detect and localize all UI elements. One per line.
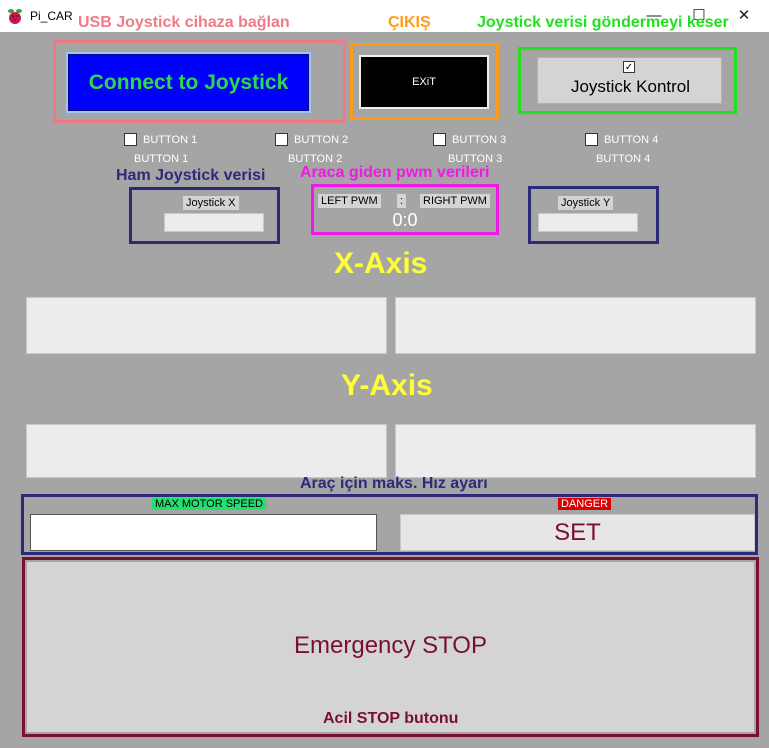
- joystick-x-value: [164, 213, 264, 232]
- annotation-max-speed: Araç için maks. Hız ayarı: [300, 475, 488, 492]
- left-pwm-label: LEFT PWM: [318, 194, 381, 208]
- button3-checkbox-label: BUTTON 3: [452, 134, 507, 146]
- pwm-box: [311, 184, 499, 235]
- annotation-box-connect: [53, 40, 346, 123]
- button1-checkbox[interactable]: [124, 133, 137, 146]
- maximize-button[interactable]: ☐: [692, 7, 706, 24]
- max-speed-input[interactable]: [30, 514, 377, 551]
- button2-checkbox[interactable]: [275, 133, 288, 146]
- button3-checkbox[interactable]: [433, 133, 446, 146]
- minimize-button[interactable]: —: [646, 7, 662, 24]
- annotation-joystick-stop: Joystick verisi göndermeyi keser: [477, 14, 729, 31]
- exit-button[interactable]: EXiT: [359, 55, 489, 109]
- annotation-box-joystick-control: [518, 47, 737, 114]
- y-axis-left-bar: [26, 424, 387, 478]
- emergency-stop-button[interactable]: Emergency STOP: [27, 562, 754, 732]
- button4-checkbox-label: BUTTON 4: [604, 134, 659, 146]
- joystick-y-value: [538, 213, 638, 232]
- connect-joystick-button[interactable]: Connect to Joystick: [66, 52, 311, 113]
- x-axis-right-bar: [395, 297, 756, 354]
- button2-checkbox-label: BUTTON 2: [294, 134, 349, 146]
- speed-box: [21, 494, 758, 555]
- joystick-control-label: Joystick Kontrol: [570, 77, 691, 96]
- pwm-separator: :: [397, 194, 407, 208]
- annotation-pwm-data: Araca giden pwm verileri: [300, 164, 490, 181]
- raspberry-icon: [6, 7, 24, 25]
- window-title: Pi_CAR: [30, 9, 73, 23]
- close-button[interactable]: ✕: [737, 7, 751, 24]
- annotation-raw-data: Ham Joystick verisi: [116, 167, 266, 184]
- joystick-x-box: [129, 187, 280, 244]
- annotation-usb-connect: USB Joystick cihaza bağlan: [78, 14, 290, 31]
- button4-status: BUTTON 4: [596, 153, 651, 165]
- set-button[interactable]: SET: [400, 514, 755, 551]
- button4-checkbox[interactable]: [585, 133, 598, 146]
- title-bar: [0, 0, 769, 32]
- annotation-exit: ÇIKIŞ: [388, 14, 431, 31]
- right-pwm-label: RIGHT PWM: [420, 194, 490, 208]
- joystick-y-label: Joystick Y: [558, 196, 614, 210]
- button3-status: BUTTON 3: [448, 153, 503, 165]
- emergency-box: [22, 557, 759, 737]
- pwm-value: 0:0: [392, 210, 418, 230]
- button1-status: BUTTON 1: [134, 153, 189, 165]
- joystick-control-toggle[interactable]: ✓ Joystick Kontrol: [537, 57, 722, 104]
- button1-checkbox-label: BUTTON 1: [143, 134, 198, 146]
- max-motor-speed-label: MAX MOTOR SPEED: [152, 498, 266, 510]
- x-axis-title: X-Axis: [334, 247, 428, 280]
- annotation-box-exit: [350, 43, 499, 120]
- danger-label: DANGER: [558, 498, 612, 510]
- checkbox-icon[interactable]: ✓: [623, 61, 635, 73]
- button2-status: BUTTON 2: [288, 153, 343, 165]
- y-axis-title: Y-Axis: [341, 369, 433, 402]
- joystick-x-label: Joystick X: [183, 196, 239, 210]
- y-axis-right-bar: [395, 424, 756, 478]
- annotation-emergency: Acil STOP butonu: [323, 710, 459, 727]
- joystick-y-box: [528, 186, 659, 244]
- x-axis-left-bar: [26, 297, 387, 354]
